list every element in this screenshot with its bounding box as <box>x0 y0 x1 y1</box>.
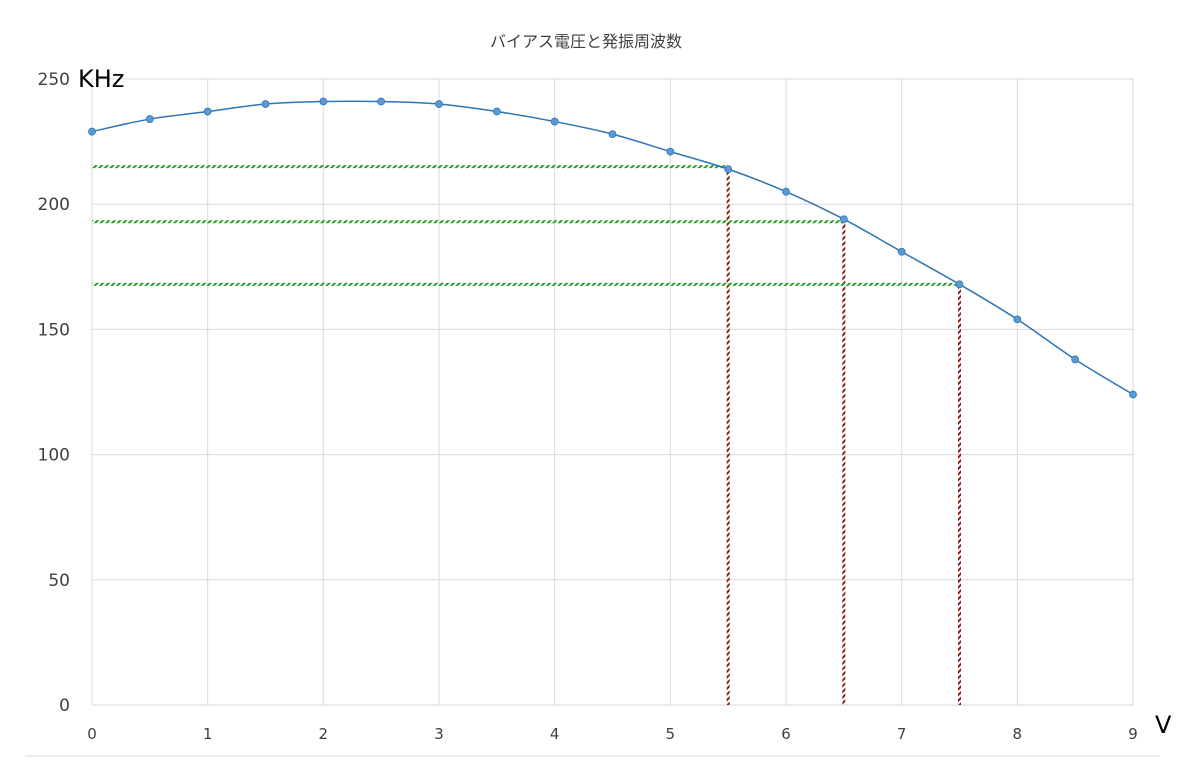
x-tick-label: 0 <box>87 725 97 743</box>
x-tick-label: 9 <box>1128 725 1138 743</box>
vertical-reference-line <box>726 166 730 705</box>
data-point <box>145 115 154 123</box>
y-tick-label: 100 <box>38 446 70 466</box>
vertical-reference-line <box>958 284 961 705</box>
grid <box>91 78 1134 706</box>
x-tick-label: 2 <box>319 725 329 743</box>
x-tick-label: 5 <box>666 725 676 743</box>
data-point <box>435 100 443 108</box>
series-layer <box>88 97 1137 399</box>
y-tick-label: 0 <box>59 696 70 716</box>
x-tick-label: 6 <box>781 725 791 743</box>
reference-lines <box>92 165 961 705</box>
data-point <box>88 127 96 136</box>
vertical-reference-line <box>842 221 846 705</box>
data-point <box>608 130 617 138</box>
y-tick-label: 200 <box>38 195 70 215</box>
data-point <box>839 215 848 224</box>
data-point <box>666 147 675 156</box>
x-axis-unit-label: V <box>1155 711 1172 739</box>
tick-labels: 0 50 100 150 200 250 0 1 2 3 4 5 6 7 8 9 <box>38 70 1138 743</box>
data-point <box>1013 315 1022 324</box>
data-point <box>203 107 212 116</box>
x-tick-label: 8 <box>1013 725 1023 743</box>
y-tick-label: 150 <box>38 320 70 340</box>
horizontal-reference-line <box>92 282 960 286</box>
data-point <box>492 107 501 116</box>
x-tick-label: 7 <box>897 725 907 743</box>
series-line <box>91 100 1134 396</box>
y-tick-label: 50 <box>48 571 70 591</box>
y-axis-unit-label: KHz <box>78 65 124 93</box>
data-point <box>377 97 386 106</box>
data-point <box>955 280 964 289</box>
data-point <box>550 117 559 126</box>
x-tick-label: 4 <box>550 725 560 743</box>
data-point <box>897 247 906 256</box>
chart-title: バイアス電圧と発振周波数 <box>490 32 682 51</box>
x-tick-label: 1 <box>203 725 213 743</box>
data-point <box>1129 390 1137 399</box>
y-tick-label: 250 <box>38 70 70 90</box>
data-point <box>261 100 270 108</box>
x-tick-label: 3 <box>434 725 444 743</box>
data-point <box>724 165 733 174</box>
horizontal-reference-line <box>92 165 729 169</box>
horizontal-reference-line <box>92 220 844 224</box>
data-point <box>319 97 328 106</box>
data-point <box>782 187 790 196</box>
data-point <box>1071 355 1080 364</box>
